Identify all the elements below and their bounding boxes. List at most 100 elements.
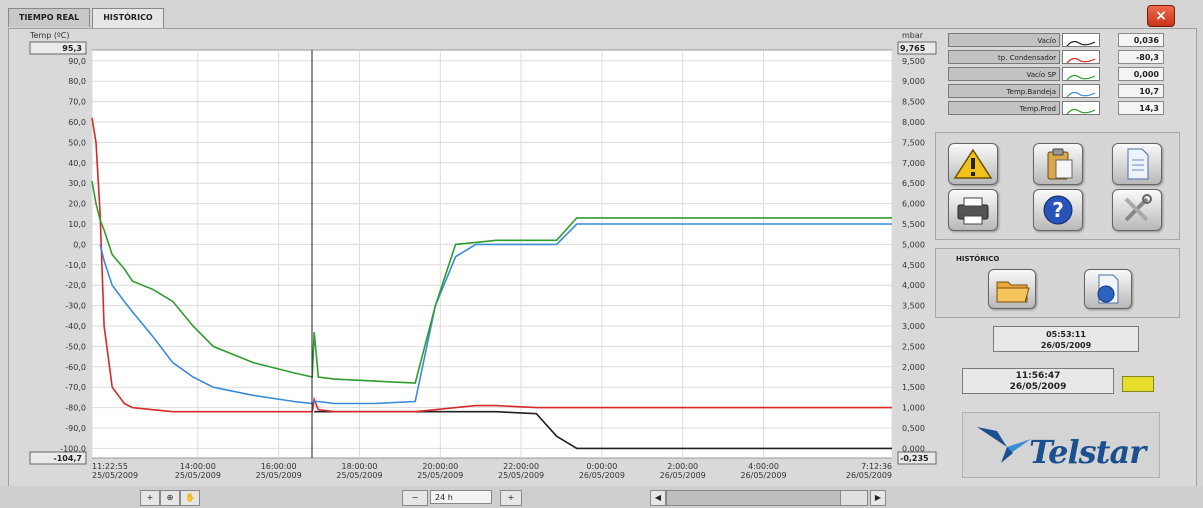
- right-min-value: -0,235: [900, 454, 929, 463]
- legend-swatch[interactable]: [1062, 84, 1100, 98]
- legend-row: tp. Condensador -80,3: [948, 49, 1168, 66]
- alarms-button[interactable]: [948, 143, 998, 185]
- left-max-field[interactable]: [29, 41, 87, 55]
- right-tick-label: 6,500: [902, 179, 925, 188]
- legend-name[interactable]: Vacío: [948, 33, 1060, 47]
- legend-swatch[interactable]: [1062, 101, 1100, 115]
- x-tick-time: 18:00:00: [342, 462, 378, 471]
- legend-swatch[interactable]: [1062, 50, 1100, 64]
- printer-icon: [957, 197, 989, 225]
- x-tick-date: 26/05/2009: [740, 471, 786, 480]
- left-axis-title: Temp (ºC): [29, 31, 69, 40]
- zoom-tool-button[interactable]: ⊕: [160, 490, 180, 506]
- x-tick-time: 0:00:00: [586, 462, 617, 471]
- left-tick-label: -60,0: [65, 363, 86, 372]
- historico-label: HISTÓRICO: [956, 255, 1000, 263]
- x-tick-time: 20:00:00: [422, 462, 458, 471]
- print-button[interactable]: [948, 189, 998, 231]
- zoom-decrease-button[interactable]: −: [402, 490, 428, 506]
- crosshair-tool-button[interactable]: +: [140, 490, 160, 506]
- x-tick-date: 25/05/2009: [498, 471, 544, 480]
- help-button[interactable]: ?: [1033, 189, 1083, 231]
- settings-button[interactable]: [1112, 189, 1162, 231]
- time-scrollbar[interactable]: [666, 490, 868, 506]
- left-tick-label: -50,0: [65, 342, 86, 351]
- right-tick-label: 2,500: [902, 342, 925, 351]
- legend-value: 10,7: [1118, 84, 1164, 98]
- x-tick-date: 26/05/2009: [660, 471, 706, 480]
- right-min-field[interactable]: [897, 451, 937, 465]
- left-tick-label: 60,0: [68, 118, 86, 127]
- legend-value: 14,3: [1118, 101, 1164, 115]
- legend-name[interactable]: tp. Condensador: [948, 50, 1060, 64]
- telstar-logo: Telstar: [962, 412, 1160, 478]
- open-folder-button[interactable]: [988, 269, 1036, 309]
- legend-name[interactable]: Temp.Prod: [948, 101, 1060, 115]
- scroll-left-button[interactable]: ◀: [650, 490, 666, 506]
- historico-group: HISTÓRICO: [935, 248, 1180, 318]
- x-tick-date: 25/05/2009: [256, 471, 302, 480]
- tab-tiempo-real[interactable]: TIEMPO REAL: [8, 8, 91, 27]
- report-button[interactable]: [1084, 269, 1132, 309]
- legend-name[interactable]: Temp.Bandeja: [948, 84, 1060, 98]
- legend-swatch[interactable]: [1062, 33, 1100, 47]
- scroll-right-button[interactable]: ▶: [870, 490, 886, 506]
- arrow-right-icon: ▶: [874, 493, 882, 502]
- legend-name[interactable]: Vacío SP: [948, 67, 1060, 81]
- x-tick-date: 25/05/2009: [417, 471, 463, 480]
- x-tick-date: 26/05/2009: [579, 471, 625, 480]
- history-chart: 90,0 80,0 70,0 60,0 50,0 40,0 30,0 20,0 10,0 0,0 -…: [29, 31, 937, 480]
- tools-icon: [1124, 194, 1152, 222]
- right-tick-label: 6,000: [902, 200, 925, 209]
- left-min-field[interactable]: [29, 451, 87, 465]
- scrollbar-thumb[interactable]: [840, 490, 868, 506]
- legend-swatch[interactable]: [1062, 67, 1100, 81]
- document-button[interactable]: [1112, 143, 1162, 185]
- close-icon: ×: [1155, 8, 1167, 24]
- telstar-bird-icon: [977, 427, 1031, 463]
- chart-ticks: 90,0 80,0 70,0 60,0 50,0 40,0 30,0 20,0 10,0 0,0 -…: [60, 57, 925, 480]
- plot-area: [91, 49, 893, 459]
- right-tick-label: 1,000: [902, 404, 925, 413]
- legend-value: 0,036: [1118, 33, 1164, 47]
- zoom-icon: ⊕: [166, 493, 174, 502]
- right-tick-label: 9,500: [902, 57, 925, 66]
- left-tick-label: 40,0: [68, 159, 86, 168]
- x-tick-date: 25/05/2009: [175, 471, 221, 480]
- right-tick-label: 7,500: [902, 138, 925, 147]
- clipboard-icon: [1047, 148, 1073, 180]
- left-tick-label: -90,0: [65, 424, 86, 433]
- left-tick-label: -40,0: [65, 322, 86, 331]
- right-tick-label: 0,000: [902, 444, 925, 453]
- left-tick-label: -100,0: [60, 444, 86, 453]
- legend-value: -80,3: [1118, 50, 1164, 64]
- tab-historico[interactable]: HISTÓRICO: [92, 8, 164, 29]
- right-max-field[interactable]: [897, 41, 937, 55]
- right-tick-label: 2,000: [902, 363, 925, 372]
- current-date: 26/05/2009: [1009, 382, 1067, 392]
- legend-row: Vacío SP 0,000: [948, 66, 1168, 83]
- left-tick-label: 70,0: [68, 98, 86, 107]
- zoom-increase-button[interactable]: +: [500, 490, 522, 506]
- tab-bar: TIEMPO REAL HISTÓRICO: [8, 8, 166, 29]
- series-line-3: [99, 223, 892, 405]
- clipboard-button[interactable]: [1033, 143, 1083, 185]
- right-tick-label: 7,000: [902, 159, 925, 168]
- left-tick-label: 30,0: [68, 179, 86, 188]
- x-tick-time: 2:00:00: [667, 462, 698, 471]
- right-tick-label: 4,000: [902, 281, 925, 290]
- left-tick-label: 90,0: [68, 57, 86, 66]
- right-axis-title: mbar: [902, 31, 924, 40]
- right-tick-label: 3,500: [902, 302, 925, 311]
- left-tick-label: -10,0: [65, 261, 86, 270]
- left-tick-label: 80,0: [68, 77, 86, 86]
- x-tick-time: 4:00:00: [748, 462, 779, 471]
- close-button[interactable]: ×: [1147, 5, 1175, 27]
- time-window-field[interactable]: 24 h: [430, 490, 492, 504]
- left-tick-label: -70,0: [65, 383, 86, 392]
- pan-tool-button[interactable]: ✋: [180, 490, 200, 506]
- x-tick-time: 16:00:00: [261, 462, 297, 471]
- left-min-value: -104,7: [53, 454, 82, 463]
- legend-row: Temp.Bandeja 10,7: [948, 83, 1168, 100]
